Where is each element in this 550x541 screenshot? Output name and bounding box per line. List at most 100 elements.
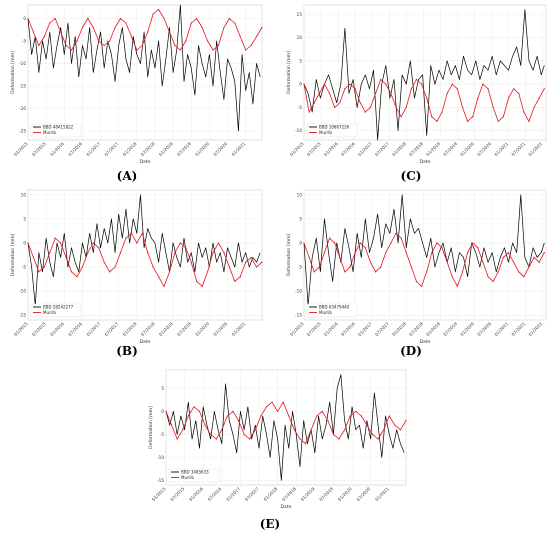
data-point [92,26,94,29]
data-point [201,26,203,29]
data-point [482,261,484,263]
panel-letter: (C) [401,169,422,183]
data-point [528,266,530,268]
x-tick-label: 01/2021 [231,141,247,157]
x-tick-label: 07/2018 [140,321,156,337]
panel-letter: (A) [117,169,138,183]
x-tick-label: 01/2016 [49,321,65,337]
data-point [228,266,230,268]
chart-panel-2: 01/2015 07/2015 01/2016 07/2016 01/2017 07/20… [286,4,547,183]
data-point [92,242,94,244]
y-axis-label: Deformation [mm] [10,233,16,276]
data-point [81,266,84,268]
data-point [152,13,154,15]
data-point [147,251,149,254]
data-point [451,276,453,278]
data-point [103,261,105,263]
legend-label: Murrib [43,310,56,315]
data-point [390,92,392,95]
data-point [349,83,351,85]
series-line-bbd [27,194,261,306]
legend-label: BBD 58242277 [43,304,74,309]
x-axis-label: Date [140,339,151,345]
data-point [76,40,78,42]
data-point [114,266,116,268]
data-point [487,276,489,278]
x-tick-label: 01/2015 [13,141,29,157]
data-point [250,256,252,259]
y-tick-label: -10 [295,289,302,294]
data-point [420,285,423,287]
plot-area [27,4,263,141]
legend-label: Murrib [319,130,332,135]
data-point [415,78,418,81]
data-point [349,415,351,417]
data-point [65,44,67,47]
data-point [245,49,247,51]
y-tick-label: -15 [19,313,26,318]
data-point [523,276,525,278]
data-point [334,106,336,109]
x-tick-label: 07/2020 [356,486,372,502]
data-point [130,232,132,234]
data-point [533,106,535,109]
data-point [260,415,262,417]
data-point [237,420,240,422]
y-tick-label: -5 [22,265,27,270]
data-point [332,433,335,435]
data-point [339,256,341,259]
data-point [119,251,122,254]
legend-label: BBD 3485633 [181,469,209,474]
data-point [364,111,366,113]
data-point [355,410,357,412]
x-tick-label: 01/2020 [194,321,210,337]
y-tick-label: -10 [157,455,164,460]
panel-letter: (B) [116,344,138,358]
data-point [81,26,84,29]
data-point [374,92,377,95]
data-point [245,261,247,263]
y-tick-label: -15 [157,478,164,483]
data-point [196,280,198,283]
x-tick-label: 01/2015 [289,321,305,337]
x-tick-label: 07/2015 [306,141,322,157]
data-point [125,237,127,239]
chart-panel-4: 01/2015 07/2015 01/2016 07/2016 01/2017 07/20… [286,189,547,358]
x-tick-label: 01/2018 [391,141,407,157]
legend-box [30,303,82,318]
data-point [359,102,361,104]
data-point [130,35,132,38]
data-point [109,40,111,42]
data-point [196,17,198,20]
y-axis-label: Deformation [mm] [286,233,292,276]
series-line-bbd [27,4,261,132]
data-point [179,242,181,244]
data-point [27,242,29,244]
x-tick-label: 07/2015 [169,486,185,502]
x-tick-label: 07/2018 [281,486,297,502]
data-point [328,92,331,95]
series-line-bbd [165,374,405,481]
data-point [98,247,100,249]
series-line-murrib [165,401,407,445]
data-point [334,242,336,244]
data-point [54,17,56,20]
data-point [158,276,160,278]
data-point [405,420,407,422]
data-point [255,266,258,268]
data-point [277,410,279,412]
data-point [304,443,307,445]
x-tick-label: 01/2021 [231,321,247,337]
x-tick-label: 07/2020 [212,321,228,337]
data-point [543,88,545,90]
data-point [147,31,149,33]
data-point [456,88,458,90]
y-tick-label: -10 [19,289,26,294]
data-point [415,280,418,283]
x-tick-label: 07/2020 [476,321,492,337]
data-point [223,251,225,254]
data-point [38,271,40,273]
y-axis-label: Deformation [mm] [148,406,154,449]
data-point [201,285,203,287]
